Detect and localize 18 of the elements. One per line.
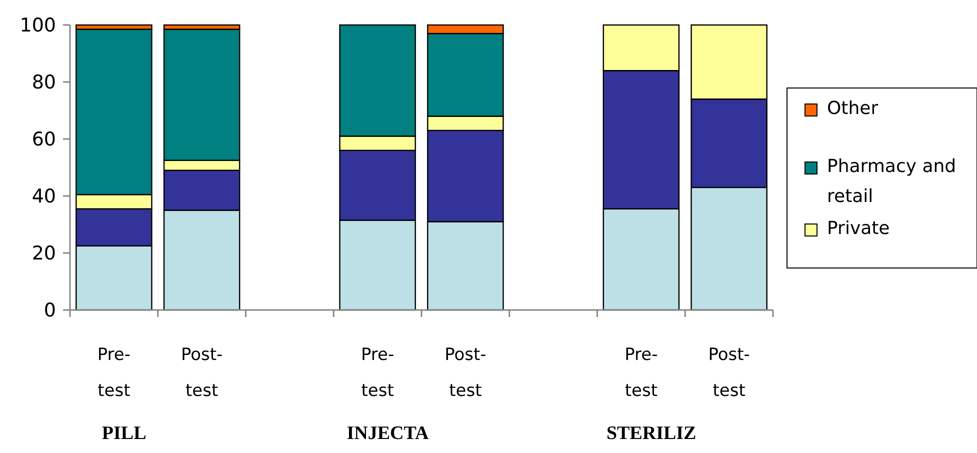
legend-label: Pharmacy and retail xyxy=(827,156,956,207)
legend-label: Other xyxy=(827,98,879,119)
x-tick-label: Pre-test xyxy=(97,345,131,401)
y-tick-label: 80 xyxy=(32,72,56,94)
x-tick-label: Post-test xyxy=(708,345,750,401)
y-tick-label: 40 xyxy=(32,186,56,208)
y-tick-label: 20 xyxy=(32,242,56,265)
y-tick-label: 100 xyxy=(20,14,56,37)
legend-label: Private xyxy=(827,218,890,239)
y-tick-label: 0 xyxy=(44,300,56,322)
x-tick-label: Pre-test xyxy=(360,345,394,401)
text: PILL xyxy=(102,423,146,444)
y-tick-label: 60 xyxy=(32,128,56,151)
x-tick-label: Pre-test xyxy=(624,345,658,401)
text: INJECTA xyxy=(346,423,429,444)
x-tick-label: Post-test xyxy=(444,345,486,401)
text: STERILIZ xyxy=(606,423,696,444)
x-tick-label: Post-test xyxy=(180,345,223,401)
